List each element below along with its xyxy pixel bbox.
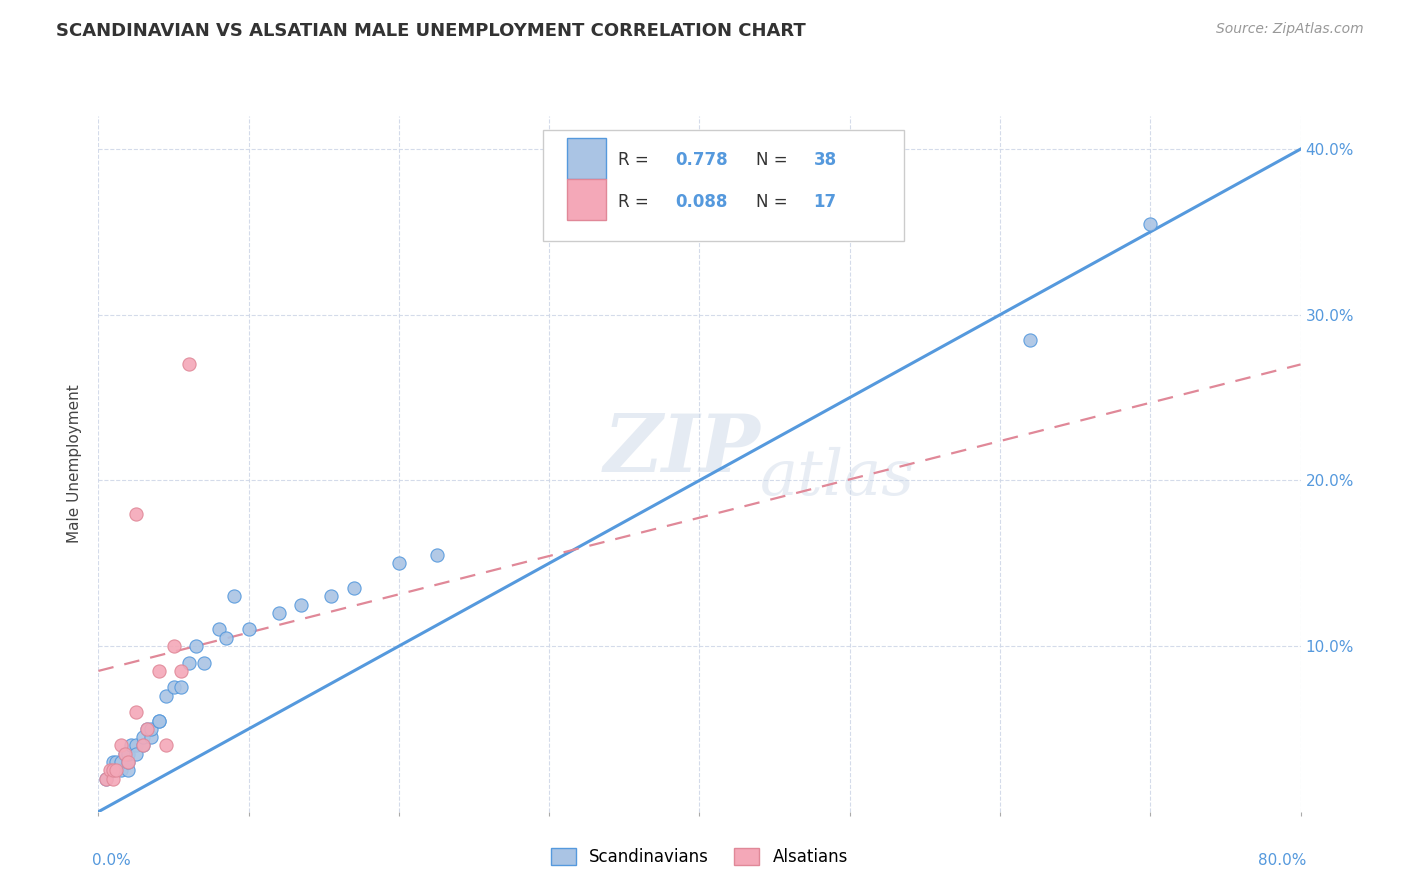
Point <box>132 739 155 753</box>
Text: 0.778: 0.778 <box>675 151 728 169</box>
Point <box>114 747 136 761</box>
Point <box>114 747 136 761</box>
Point <box>148 714 170 728</box>
Point <box>135 722 157 736</box>
Point <box>132 730 155 744</box>
Point <box>103 764 125 778</box>
Point <box>110 764 132 778</box>
Point <box>1139 217 1161 231</box>
Text: 38: 38 <box>814 151 837 169</box>
Text: Source: ZipAtlas.com: Source: ZipAtlas.com <box>1216 22 1364 37</box>
Point <box>193 656 215 670</box>
Point <box>170 664 193 678</box>
Point <box>343 581 366 595</box>
Text: atlas: atlas <box>759 447 914 508</box>
Point <box>94 772 117 786</box>
FancyBboxPatch shape <box>567 137 606 178</box>
Point <box>117 755 139 769</box>
Text: 80.0%: 80.0% <box>1258 854 1306 869</box>
Text: 0.088: 0.088 <box>675 193 728 211</box>
Point <box>117 747 139 761</box>
Point <box>208 623 231 637</box>
Point <box>139 722 162 736</box>
Point <box>103 772 125 786</box>
Point <box>162 639 184 653</box>
Legend: Scandinavians, Alsatians: Scandinavians, Alsatians <box>544 841 855 873</box>
Point <box>267 606 290 620</box>
Point <box>132 739 155 753</box>
Point <box>425 548 447 562</box>
Point <box>388 556 411 570</box>
Point <box>103 755 125 769</box>
Text: R =: R = <box>617 151 654 169</box>
Point <box>100 764 122 778</box>
Text: N =: N = <box>756 193 793 211</box>
Text: R =: R = <box>617 193 654 211</box>
Text: N =: N = <box>756 151 793 169</box>
Point <box>135 722 157 736</box>
FancyBboxPatch shape <box>567 179 606 220</box>
Point <box>238 623 260 637</box>
Y-axis label: Male Unemployment: Male Unemployment <box>67 384 83 543</box>
Point <box>155 739 177 753</box>
Point <box>117 755 139 769</box>
Point <box>222 590 245 604</box>
Point <box>148 714 170 728</box>
Point <box>125 507 148 521</box>
Point <box>321 590 343 604</box>
Text: 17: 17 <box>814 193 837 211</box>
Point <box>103 764 125 778</box>
Point <box>170 681 193 695</box>
FancyBboxPatch shape <box>543 130 904 241</box>
Point <box>290 598 312 612</box>
Point <box>184 639 207 653</box>
Point <box>110 755 132 769</box>
Point <box>125 706 148 720</box>
Point <box>1019 333 1042 347</box>
Point <box>125 739 148 753</box>
Point <box>148 664 170 678</box>
Point <box>155 689 177 703</box>
Text: SCANDINAVIAN VS ALSATIAN MALE UNEMPLOYMENT CORRELATION CHART: SCANDINAVIAN VS ALSATIAN MALE UNEMPLOYME… <box>56 22 806 40</box>
Text: ZIP: ZIP <box>603 411 761 489</box>
Point <box>162 681 184 695</box>
Point <box>177 358 200 372</box>
Point <box>105 764 128 778</box>
Point <box>177 656 200 670</box>
Point <box>94 772 117 786</box>
Point <box>121 739 143 753</box>
Point <box>117 764 139 778</box>
Text: 0.0%: 0.0% <box>93 854 131 869</box>
Point <box>105 755 128 769</box>
Point <box>110 739 132 753</box>
Point <box>139 730 162 744</box>
Point <box>215 631 238 645</box>
Point <box>125 747 148 761</box>
